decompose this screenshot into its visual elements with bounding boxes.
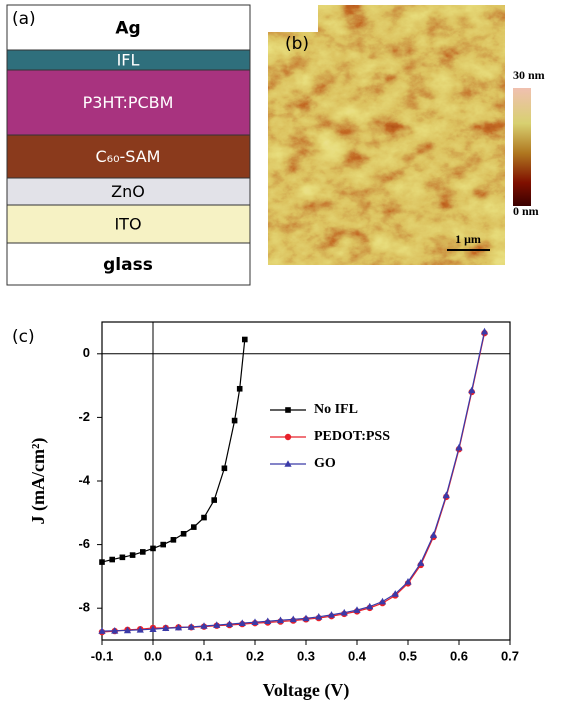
y-tick-label: -2 [78, 409, 90, 424]
marker [150, 546, 156, 552]
marker [222, 465, 228, 471]
y-tick-label: -6 [78, 536, 90, 551]
marker [285, 407, 291, 413]
scale-bar-label: 1 μm [455, 232, 481, 246]
legend-label: GO [314, 456, 336, 471]
layer-label: Ag [115, 19, 140, 39]
layer-stack: Ag IFL P3HT:PCBM C₆₀-SAM ZnO ITO glass [7, 5, 250, 285]
marker [237, 386, 243, 392]
layer-label: C₆₀-SAM [96, 147, 161, 166]
x-tick-label: 0.7 [501, 648, 519, 663]
marker [181, 531, 187, 537]
x-tick-label: -0.1 [91, 648, 113, 663]
series-line [102, 333, 485, 632]
label-box [268, 5, 318, 32]
y-axis-label: J (mA/cm²) [28, 438, 49, 525]
marker [232, 418, 238, 424]
panel-label: (a) [12, 9, 36, 29]
colorbar-min: 0 nm [513, 204, 539, 218]
x-tick-label: 0.4 [348, 648, 367, 663]
x-tick-label: 0.5 [399, 648, 417, 663]
plot-frame [102, 322, 510, 640]
marker [130, 552, 136, 558]
marker [455, 444, 462, 451]
y-tick-label: -4 [78, 472, 90, 487]
marker [443, 492, 450, 499]
jv-chart: (c) Voltage (V) J (mA/cm²) -0.1 0.0 0.1 0.2… [12, 322, 519, 701]
layer-label: ITO [114, 215, 141, 234]
colorbar [513, 88, 531, 206]
marker [211, 497, 217, 503]
series-line [102, 332, 485, 632]
colorbar-max: 30 nm [513, 68, 545, 82]
marker [160, 542, 166, 548]
legend-label: PEDOT:PSS [314, 429, 390, 444]
marker [109, 557, 115, 563]
x-tick-label: 0.2 [246, 648, 264, 663]
marker [171, 537, 177, 543]
marker [140, 549, 146, 555]
x-tick-label: 0.1 [195, 648, 213, 663]
marker [468, 387, 475, 394]
marker [481, 328, 488, 335]
afm-panel: (b) 1 μm 30 nm 0 nm [268, 5, 545, 265]
layer-label: glass [103, 255, 153, 275]
panel-label: (b) [285, 34, 309, 54]
marker [191, 524, 197, 530]
y-tick-label: 0 [83, 345, 90, 360]
layer-label: IFL [117, 51, 140, 70]
marker [120, 555, 126, 561]
panel-label: (c) [12, 327, 35, 347]
marker [242, 337, 248, 343]
x-tick-label: 0.0 [144, 648, 162, 663]
x-tick-label: 0.6 [450, 648, 468, 663]
figure: Ag IFL P3HT:PCBM C₆₀-SAM ZnO ITO glass (a) (b)… [0, 0, 565, 705]
y-tick-label: -8 [78, 600, 90, 615]
x-tick-label: 0.3 [297, 648, 315, 663]
marker [201, 515, 207, 521]
afm-image [268, 32, 318, 265]
marker [99, 559, 105, 565]
x-axis-label: Voltage (V) [263, 680, 350, 701]
legend-label: No IFL [314, 402, 358, 417]
afm-image [318, 5, 505, 265]
layer-label: ZnO [111, 182, 145, 201]
marker [285, 434, 291, 440]
layer-label: P3HT:PCBM [83, 93, 174, 112]
marker [430, 531, 437, 538]
series-line [102, 339, 245, 562]
